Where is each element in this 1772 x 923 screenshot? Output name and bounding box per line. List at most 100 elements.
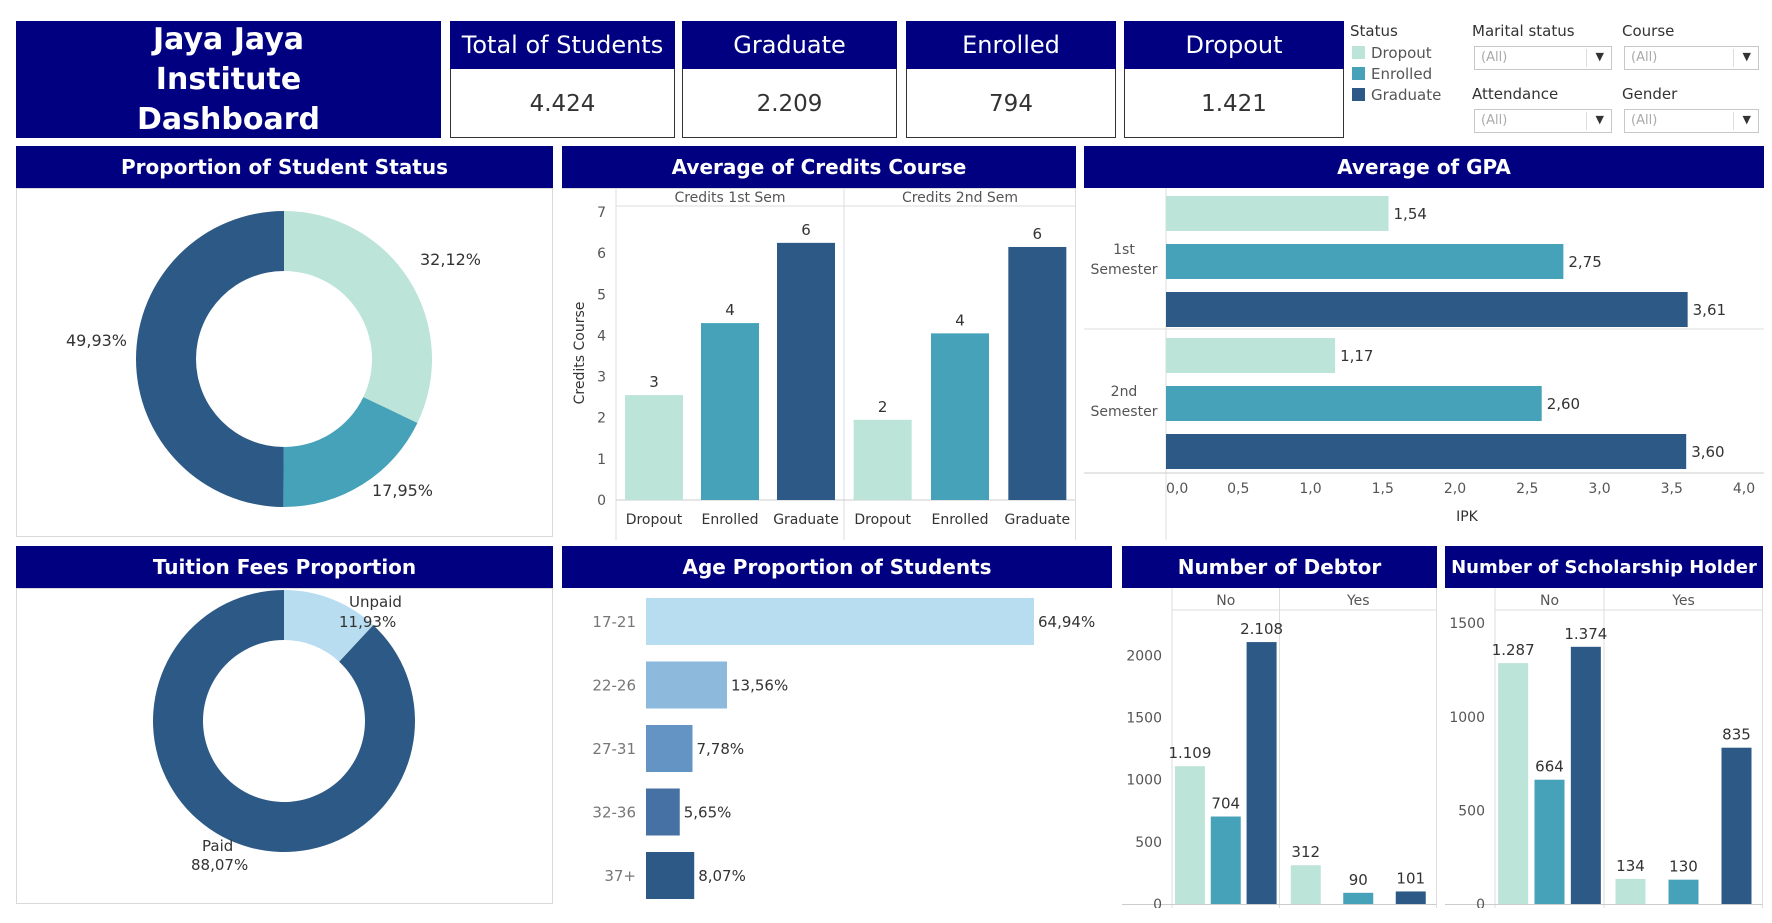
- chevron-down-icon: ▼: [1595, 113, 1604, 126]
- x-tick-label: 0,0: [1166, 481, 1188, 497]
- data-label: 2.108: [1240, 620, 1283, 638]
- bar: [1395, 891, 1426, 904]
- bar: [1246, 642, 1277, 904]
- x-tick-label: 2,0: [1444, 481, 1466, 497]
- bar: [1166, 292, 1688, 327]
- panel-label: Credits 1st Sem: [674, 190, 785, 206]
- legend-item-graduate[interactable]: Graduate: [1371, 86, 1442, 104]
- bar: [701, 323, 759, 500]
- x-tick-label: 1,0: [1299, 481, 1321, 497]
- y-tick-label: 1: [597, 452, 606, 468]
- x-tick-label: 3,5: [1661, 481, 1683, 497]
- chevron-down-icon: ▼: [1742, 50, 1751, 63]
- gender-dropdown[interactable]: (All) ▼: [1624, 109, 1759, 133]
- y-tick-label: 7: [597, 205, 606, 221]
- dashboard-title: Jaya Jaya Institute Dashboard: [137, 21, 320, 137]
- bar: [1498, 663, 1529, 904]
- bar: [1166, 196, 1389, 231]
- category-label: 37+: [604, 867, 636, 885]
- status-slice: [136, 211, 284, 507]
- bar: [646, 788, 680, 836]
- bar: [646, 661, 728, 709]
- bar: [777, 242, 835, 500]
- bar: [1534, 779, 1565, 904]
- category-label: 17-21: [592, 613, 636, 631]
- data-label: 88,07%: [191, 856, 248, 874]
- category-label: Unpaid: [349, 593, 402, 611]
- data-label: 4: [955, 311, 965, 329]
- legend-title: Status: [1350, 22, 1398, 40]
- data-label: 8,07%: [698, 867, 746, 885]
- debtor-chart-title: Number of Debtor: [1122, 546, 1437, 588]
- chevron-down-icon: ▼: [1742, 113, 1751, 126]
- data-label: 3,60: [1691, 443, 1724, 461]
- data-label: 11,93%: [339, 613, 396, 631]
- tuition-slice: [284, 590, 374, 662]
- data-label: 49,93%: [66, 331, 127, 350]
- bar: [1166, 244, 1564, 279]
- marital-status-dropdown[interactable]: (All) ▼: [1474, 46, 1612, 70]
- panel-label: Yes: [1346, 593, 1370, 609]
- kpi-label: Total of Students: [450, 21, 675, 69]
- bar: [646, 725, 693, 772]
- y-tick-label: 0: [1153, 897, 1162, 908]
- data-label: 17,95%: [372, 481, 433, 500]
- kpi-label: Graduate: [682, 21, 897, 69]
- category-label: 32-36: [592, 804, 636, 822]
- y-tick-label: 500: [1135, 835, 1162, 851]
- scholarship-bar-chart: 0 500 1000 1500 No 1.287 664 1.374 Yes 134 130 835: [1445, 588, 1763, 908]
- y-tick-label: 1500: [1449, 616, 1485, 632]
- data-label: 3: [649, 373, 659, 391]
- kpi-label: Dropout: [1124, 21, 1344, 69]
- bar: [1166, 434, 1687, 469]
- data-label: 32,12%: [420, 250, 481, 269]
- bar: [1174, 766, 1205, 904]
- y-tick-label: 0: [597, 493, 606, 509]
- legend-item-dropout[interactable]: Dropout: [1371, 44, 1432, 62]
- tuition-chart-title: Tuition Fees Proportion: [16, 546, 553, 588]
- data-label: 101: [1396, 869, 1425, 887]
- x-tick-label: 2,5: [1516, 481, 1538, 497]
- x-tick-label: 4,0: [1733, 481, 1755, 497]
- filter-label: Course: [1622, 22, 1675, 40]
- gpa-bar-chart: 1st Semester 1,54 2,75 3,61 2nd Semester 1,17 2,…: [1084, 188, 1764, 540]
- y-tick-label: 4: [597, 328, 606, 344]
- bar: [1615, 878, 1646, 904]
- y-axis-label: Credits Course: [572, 302, 588, 405]
- panel-label: No: [1540, 593, 1559, 609]
- course-dropdown[interactable]: (All) ▼: [1624, 46, 1759, 70]
- data-label: 4: [725, 301, 735, 319]
- category-label: 27-31: [592, 740, 636, 758]
- bar: [1166, 386, 1542, 421]
- y-tick-label: 6: [597, 246, 606, 262]
- group-label: 2nd: [1111, 384, 1138, 400]
- bar: [625, 395, 683, 500]
- data-label: 1.287: [1492, 641, 1535, 659]
- data-label: 130: [1669, 858, 1698, 876]
- data-label: 3,61: [1693, 301, 1726, 319]
- kpi-value: 1.421: [1201, 91, 1267, 117]
- data-label: 64,94%: [1038, 613, 1095, 631]
- data-label: 2: [878, 398, 888, 416]
- age-chart-title: Age Proportion of Students: [562, 546, 1112, 588]
- attendance-dropdown[interactable]: (All) ▼: [1474, 109, 1612, 133]
- y-tick-label: 1000: [1449, 710, 1485, 726]
- x-tick-label: 1,5: [1372, 481, 1394, 497]
- legend-swatch-graduate: [1352, 88, 1365, 101]
- data-label: 1,17: [1340, 347, 1373, 365]
- data-label: 6: [1033, 225, 1043, 243]
- y-tick-label: 3: [597, 370, 606, 386]
- status-donut-chart: 32,12% 17,95% 49,93%: [66, 211, 481, 507]
- category-label: 22-26: [592, 677, 636, 695]
- bar: [646, 598, 1034, 645]
- x-tick-label: Enrolled: [701, 512, 758, 528]
- legend-item-enrolled[interactable]: Enrolled: [1371, 65, 1433, 83]
- dropdown-value: (All): [1481, 50, 1508, 65]
- group-label: 1st: [1113, 242, 1135, 258]
- data-label: 1.374: [1564, 625, 1607, 643]
- dropdown-value: (All): [1631, 50, 1658, 65]
- data-label: 90: [1349, 871, 1368, 889]
- gpa-chart-title: Average of GPA: [1084, 146, 1764, 188]
- dropdown-value: (All): [1481, 113, 1508, 128]
- credits-chart-title: Average of Credits Course: [562, 146, 1076, 188]
